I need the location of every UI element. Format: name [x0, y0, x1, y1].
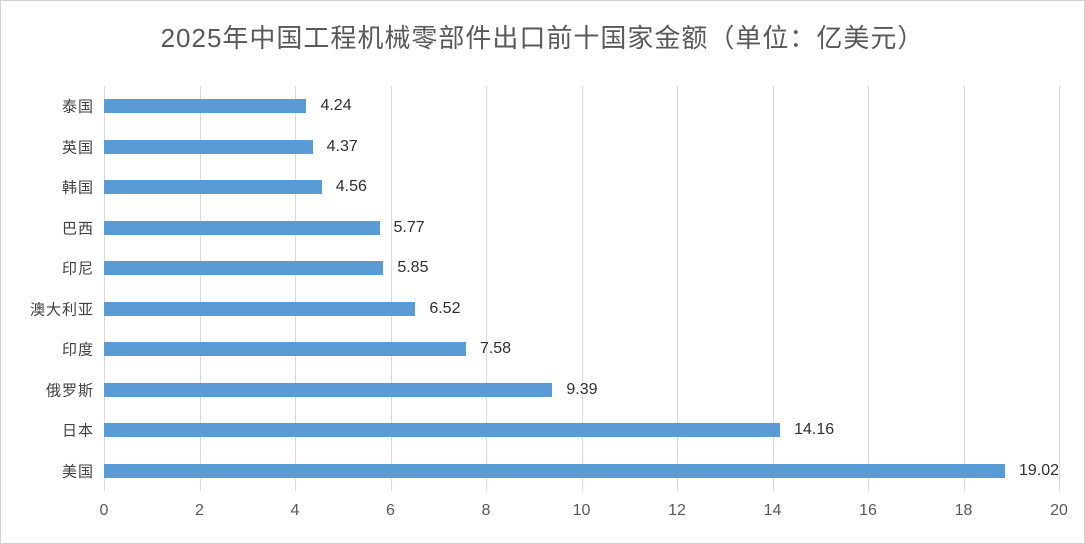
gridline: [581, 86, 583, 491]
bar: [104, 261, 384, 276]
value-label: 14.16: [794, 421, 835, 439]
value-label: 19.02: [1018, 461, 1059, 479]
plot-area: 泰国 4.24 英国 4.37 韩国 4.56 巴西 5.77 印尼 5.85 澳大利亚 6.52 印度…: [30, 86, 1060, 492]
gridline: [390, 86, 392, 491]
value-label: 4.24: [320, 97, 352, 115]
category-label: 印尼: [61, 260, 94, 278]
x-tick-label: 6: [386, 502, 395, 519]
chart-title: 2025年中国工程机械零部件出口前十国家金额（单位：亿美元）: [160, 23, 925, 53]
category-label: 美国: [61, 463, 94, 481]
bar: [104, 220, 380, 235]
gridline: [772, 86, 774, 491]
category-label: 印度: [61, 341, 94, 359]
x-tick-label: 18: [954, 502, 973, 519]
gridline: [486, 86, 487, 491]
x-tick-label: 16: [859, 502, 877, 519]
x-tick-label: 2: [195, 502, 204, 519]
x-tick-label: 8: [481, 502, 491, 519]
bar: [104, 382, 553, 397]
bar: [104, 301, 416, 316]
bar-row: 巴西 5.77: [62, 208, 1059, 249]
bar: [104, 180, 322, 195]
category-label: 日本: [61, 422, 94, 440]
bar-row: 印尼 5.85: [62, 248, 1059, 289]
x-tick-label: 4: [290, 502, 300, 519]
bar-row: 英国 4.37: [62, 127, 1059, 168]
bar: [104, 99, 307, 114]
bar-row: 韩国 4.56: [62, 167, 1059, 208]
gridline: [963, 86, 965, 491]
bar: [104, 463, 1005, 478]
gridline: [1059, 86, 1060, 491]
value-label: 7.58: [479, 340, 512, 358]
value-label: 4.37: [326, 137, 358, 155]
value-label: 9.39: [566, 380, 598, 398]
bar-row: 日本 14.16: [62, 410, 1059, 451]
gridline: [104, 86, 105, 491]
gridline: [868, 86, 869, 491]
bar-rows: 泰国 4.24 英国 4.37 韩国 4.56 巴西 5.77 印尼 5.85 澳大利亚 6.52 印度…: [30, 86, 1059, 492]
category-label: 巴西: [61, 220, 94, 238]
bar-row: 泰国 4.24: [62, 86, 1059, 127]
value-label: 5.77: [393, 218, 425, 236]
category-label: 英国: [61, 139, 94, 157]
bar-row: 印度 7.58: [62, 329, 1059, 370]
x-axis: 0 2 4 6 8 10 12 14 16 18 20: [100, 502, 1068, 524]
x-tick-label: 0: [99, 502, 109, 519]
bar: [104, 423, 781, 438]
x-tick-label: 12: [668, 502, 686, 519]
bar: [104, 342, 466, 357]
gridline: [199, 86, 201, 491]
bar-row: 澳大利亚 6.52: [30, 289, 1059, 330]
bar-row: 俄罗斯 9.39: [46, 370, 1059, 411]
bar: [104, 139, 313, 154]
x-tick-label: 14: [763, 502, 782, 519]
category-label: 韩国: [61, 179, 94, 197]
bar-row: 美国 19.02: [62, 451, 1059, 492]
gridline: [295, 86, 296, 491]
value-label: 4.56: [335, 178, 367, 196]
gridline: [677, 86, 678, 491]
category-label: 俄罗斯: [45, 382, 94, 400]
value-label: 6.52: [429, 299, 461, 317]
category-label: 泰国: [61, 98, 94, 116]
x-tick-label: 20: [1050, 502, 1068, 519]
x-tick-label: 10: [572, 502, 591, 519]
value-label: 5.85: [397, 259, 429, 277]
category-label: 澳大利亚: [29, 301, 94, 319]
